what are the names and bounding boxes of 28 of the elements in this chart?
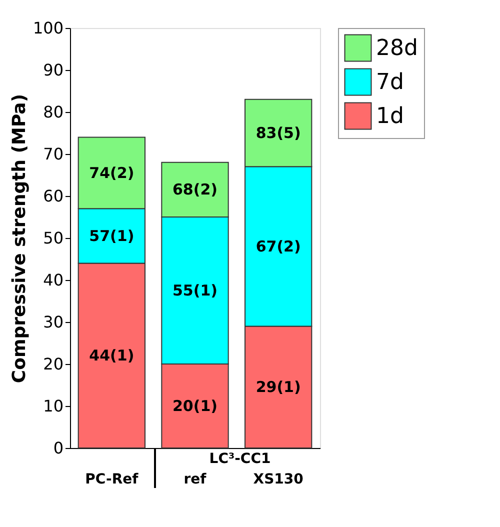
y-tick-label: 100 (32, 18, 64, 38)
x-tick-label: PC-Ref (85, 472, 140, 488)
y-tick-label: 90 (43, 60, 64, 80)
legend-label: 28d (376, 36, 418, 61)
annotation: 29(1) (256, 378, 301, 396)
y-axis-title: Compressive strength (MPa) (8, 94, 30, 384)
legend-label: 7d (376, 70, 404, 95)
annotation: 68(2) (172, 180, 218, 199)
annotation: 83(5) (256, 124, 301, 142)
annotation: 74(2) (89, 164, 134, 182)
annotation: 67(2) (256, 237, 301, 256)
annotation: 20(1) (172, 397, 218, 415)
annotation: 55(1) (172, 282, 218, 300)
y-tick-label: 70 (43, 144, 64, 164)
y-tick-label: 10 (43, 396, 64, 416)
annotation: 57(1) (89, 226, 134, 245)
text: LC³-CC1 (209, 451, 271, 467)
y-tick-label: 80 (43, 102, 64, 122)
x-tick-label: ref (184, 472, 208, 488)
y-tick-label: 30 (43, 312, 64, 332)
y-tick-label: 0 (53, 438, 64, 458)
y-tick-label: 50 (43, 228, 64, 248)
x-tick-label: XS130 (253, 472, 304, 488)
annotation: 44(1) (89, 346, 134, 365)
legend-label: 1d (376, 104, 404, 129)
y-tick-label: 40 (43, 270, 64, 290)
y-tick-label: 20 (43, 354, 64, 374)
y-tick-label: 60 (43, 186, 64, 206)
